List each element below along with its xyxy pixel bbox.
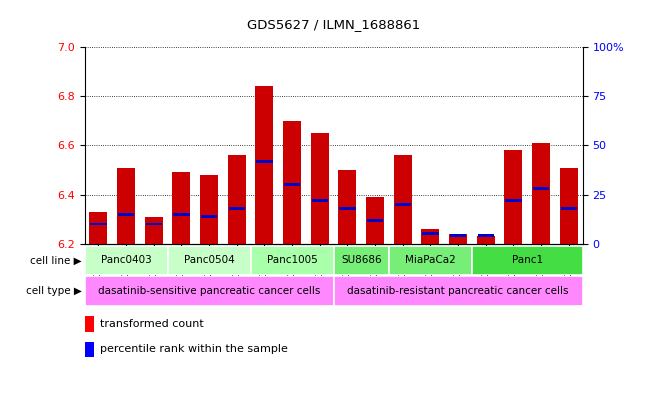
Bar bbox=[251, 246, 333, 275]
Bar bbox=[533, 187, 549, 190]
Bar bbox=[505, 199, 521, 202]
Bar bbox=[532, 143, 550, 244]
Bar bbox=[90, 222, 107, 226]
Bar bbox=[146, 222, 162, 226]
Bar bbox=[339, 170, 357, 244]
Text: cell type ▶: cell type ▶ bbox=[25, 286, 81, 296]
Text: percentile rank within the sample: percentile rank within the sample bbox=[100, 344, 288, 354]
Bar bbox=[118, 213, 134, 216]
Bar bbox=[367, 219, 383, 222]
Bar bbox=[560, 167, 578, 244]
Bar bbox=[117, 167, 135, 244]
Bar bbox=[85, 316, 94, 332]
Bar bbox=[477, 236, 495, 244]
Bar bbox=[311, 133, 329, 244]
Bar bbox=[422, 232, 439, 235]
Text: GDS5627 / ILMN_1688861: GDS5627 / ILMN_1688861 bbox=[247, 18, 421, 31]
Bar bbox=[85, 276, 333, 306]
Bar bbox=[173, 173, 191, 244]
Bar bbox=[333, 276, 583, 306]
Bar bbox=[85, 342, 94, 357]
Text: Panc1: Panc1 bbox=[512, 255, 543, 265]
Bar bbox=[229, 207, 245, 210]
Bar bbox=[200, 175, 218, 244]
Text: Panc0504: Panc0504 bbox=[184, 255, 234, 265]
Bar bbox=[395, 203, 411, 206]
Bar bbox=[284, 183, 300, 186]
Text: Panc1005: Panc1005 bbox=[267, 255, 318, 265]
Bar bbox=[505, 151, 523, 244]
Bar bbox=[339, 207, 355, 210]
Bar bbox=[283, 121, 301, 244]
Bar bbox=[173, 213, 189, 216]
Text: cell line ▶: cell line ▶ bbox=[30, 255, 81, 265]
Bar bbox=[255, 86, 273, 244]
Bar bbox=[389, 246, 472, 275]
Bar bbox=[561, 207, 577, 210]
Text: MiaPaCa2: MiaPaCa2 bbox=[405, 255, 456, 265]
Bar bbox=[450, 234, 466, 237]
Text: Panc0403: Panc0403 bbox=[101, 255, 152, 265]
Text: dasatinib-resistant pancreatic cancer cells: dasatinib-resistant pancreatic cancer ce… bbox=[348, 286, 569, 296]
Text: transformed count: transformed count bbox=[100, 319, 203, 329]
Bar bbox=[85, 246, 168, 275]
Bar bbox=[256, 160, 273, 163]
Bar bbox=[449, 234, 467, 244]
Text: dasatinib-sensitive pancreatic cancer cells: dasatinib-sensitive pancreatic cancer ce… bbox=[98, 286, 320, 296]
Bar bbox=[394, 155, 412, 244]
Bar bbox=[472, 246, 583, 275]
Bar bbox=[201, 215, 217, 218]
Bar bbox=[89, 212, 107, 244]
Bar bbox=[145, 217, 163, 244]
Text: SU8686: SU8686 bbox=[341, 255, 381, 265]
Bar bbox=[366, 197, 384, 244]
Bar bbox=[478, 234, 494, 237]
Bar bbox=[168, 246, 251, 275]
Bar bbox=[421, 229, 439, 244]
Bar bbox=[228, 155, 246, 244]
Bar bbox=[312, 199, 328, 202]
Bar bbox=[333, 246, 389, 275]
